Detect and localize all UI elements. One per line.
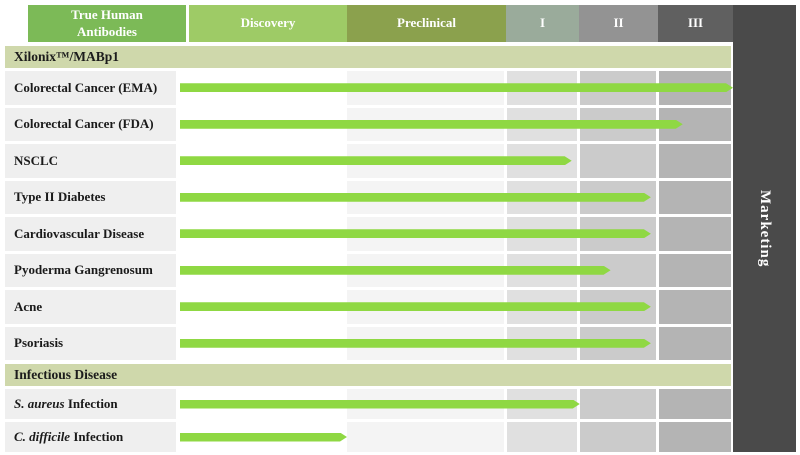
progress-bar [180,156,572,165]
stage-cell [580,144,656,178]
progress-bar [180,193,651,202]
stage-cell [659,144,731,178]
progress-bar [180,400,580,409]
stage-cell [659,217,731,251]
header-stage-discovery: Discovery [189,5,347,42]
progress-bar [180,302,651,311]
row-label-italic: C. difficile [14,429,71,444]
row-label: NSCLC [5,144,176,178]
row-label: Cardiovascular Disease [5,217,176,251]
progress-bar [180,83,733,92]
stage-cell [659,253,731,287]
section-band: Xilonix™/MABp1 [5,46,731,68]
header-stage-phase-3: III [658,5,733,42]
row-label-text: Cardiovascular Disease [14,225,145,241]
row-label: Colorectal Cancer (EMA) [5,71,176,105]
progress-bar [180,120,683,129]
stage-cell [659,290,731,324]
stage-cell [580,422,656,452]
row-label-text: Type II Diabetes [14,189,106,205]
progress-bar [180,266,611,275]
stage-cell [659,180,731,214]
row-label: Acne [5,290,176,324]
row-label-text: Infection [64,396,118,411]
stage-cell [507,422,577,452]
row-label: Type II Diabetes [5,180,176,214]
row-label: C. difficile Infection [5,422,176,452]
marketing-column: Marketing [733,5,796,452]
stage-cell [347,422,504,452]
stage-cell [580,389,656,419]
row-label-text: Infection [70,429,124,444]
stage-cell [659,422,731,452]
header-stage-phase-2: II [579,5,658,42]
stage-cell [659,389,731,419]
row-label: S. aureus Infection [5,389,176,419]
header-stage-true-human-antibodies: True Human Antibodies [28,5,186,42]
progress-bar [180,433,347,442]
row-label-text: Colorectal Cancer (FDA) [14,116,154,132]
row-label: Pyoderma Gangrenosum [5,253,176,287]
section-band: Infectious Disease [5,363,731,386]
row-label-text: Pyoderma Gangrenosum [14,262,153,278]
row-label-text: NSCLC [14,152,59,168]
header-stage-phase-1: I [506,5,579,42]
row-label: Colorectal Cancer (FDA) [5,107,176,141]
row-label-text: Acne [14,298,43,314]
stage-cell [659,326,731,360]
row-label-italic: S. aureus [14,396,65,411]
row-label-text: Colorectal Cancer (EMA) [14,79,158,95]
row-label-text: Psoriasis [14,335,64,351]
marketing-label: Marketing [757,189,773,268]
progress-bar [180,229,651,238]
row-label: Psoriasis [5,326,176,360]
progress-bar [180,339,651,348]
header-stage-preclinical: Preclinical [347,5,506,42]
